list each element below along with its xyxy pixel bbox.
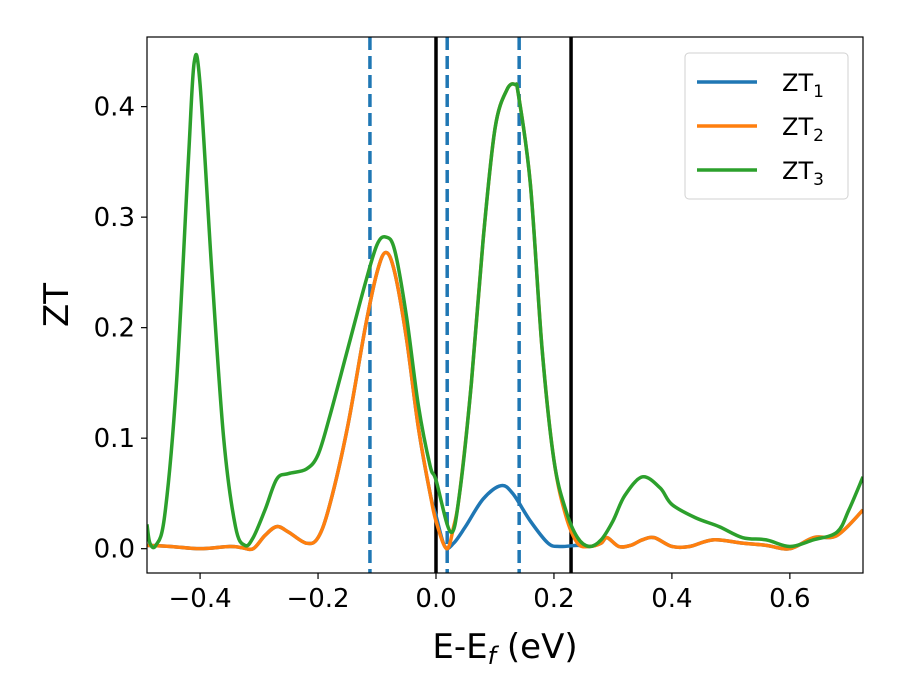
- y-axis-label: ZT: [37, 283, 77, 327]
- y-tick-label: 0.4: [94, 93, 135, 123]
- y-tick-label: 0.1: [94, 424, 135, 454]
- y-tick-label: 0.0: [94, 535, 135, 565]
- legend-label: ZT3: [782, 157, 824, 190]
- series-line-zt3: [147, 52, 863, 550]
- x-axis-label: E-Ef (eV): [432, 627, 577, 670]
- legend-label: ZT1: [782, 69, 824, 102]
- x-tick-label: −0.4: [169, 584, 232, 614]
- legend: ZT1 ZT2 ZT3: [684, 52, 849, 200]
- y-tick-label: 0.3: [94, 203, 135, 233]
- x-tick-label: −0.2: [286, 584, 349, 614]
- series-line-zt1: [147, 250, 863, 552]
- x-tick-label: 0.2: [533, 584, 574, 614]
- x-tick-label: 0.6: [769, 584, 810, 614]
- legend-label: ZT2: [782, 113, 824, 146]
- y-tick-label: 0.2: [94, 314, 135, 344]
- x-tick-label: 0.0: [415, 584, 456, 614]
- plot-frame: [146, 36, 864, 574]
- legend-box: [684, 52, 849, 200]
- x-tick-label: 0.4: [651, 584, 692, 614]
